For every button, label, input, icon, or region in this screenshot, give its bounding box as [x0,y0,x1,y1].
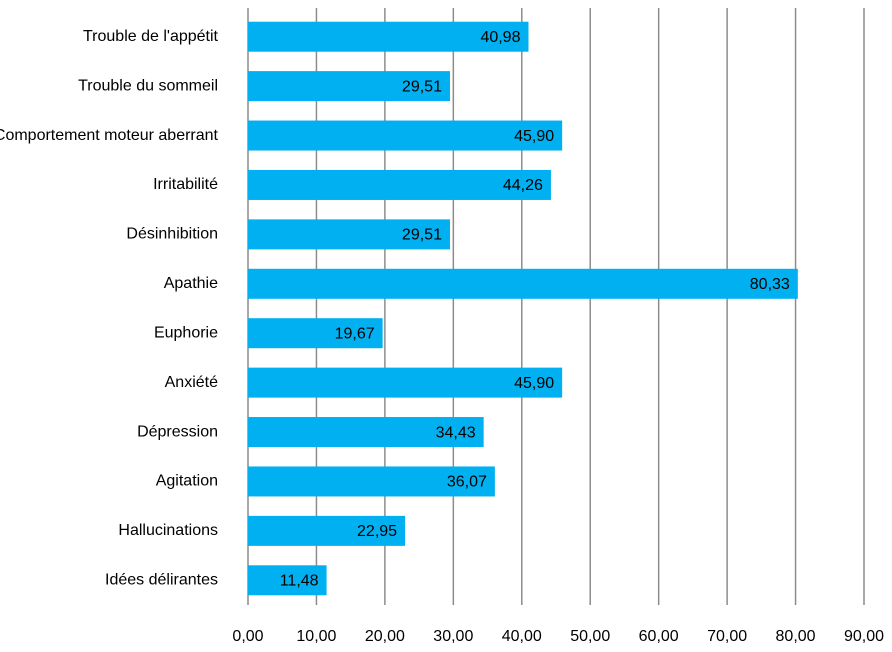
x-tick-label: 0,00 [232,628,263,645]
bar [248,318,383,349]
data-label: 29,51 [402,78,442,95]
y-tick-label: Anxiété [165,374,218,391]
y-tick-label: Dépression [137,423,218,440]
y-tick-label: Idées délirantes [105,572,218,589]
y-tick-label: Irritabilité [153,176,218,193]
y-tick-label: Euphorie [154,324,218,341]
data-label: 36,07 [447,474,487,491]
y-tick-label: Agitation [156,473,218,490]
data-label: 80,33 [750,276,790,293]
x-tick-label: 20,00 [365,628,405,645]
x-tick-label: 40,00 [502,628,542,645]
data-label: 44,26 [503,177,543,194]
data-label: 40,98 [480,29,520,46]
bar [248,169,551,200]
y-tick-label: Comportement moteur aberrant [0,127,219,144]
bar [248,120,563,151]
bar [248,268,798,299]
x-tick-label: 50,00 [570,628,610,645]
data-label: 29,51 [402,227,442,244]
x-tick-label: 60,00 [639,628,679,645]
x-tick-label: 90,00 [844,628,884,645]
y-tick-label: Hallucinations [118,522,218,539]
data-label: 19,67 [335,325,375,342]
bar [248,367,563,398]
bar [248,515,406,546]
x-tick-label: 30,00 [433,628,473,645]
x-tick-label: 80,00 [776,628,816,645]
data-label: 45,90 [514,375,554,392]
bar [248,565,327,596]
x-tick-label: 10,00 [296,628,336,645]
data-label: 22,95 [357,523,397,540]
bar [248,21,529,52]
x-tick-label: 70,00 [707,628,747,645]
data-label: 11,48 [280,573,319,590]
bar [248,219,450,250]
y-tick-label: Apathie [164,275,218,292]
bar [248,417,484,448]
bar [248,466,495,497]
y-tick-label: Trouble du sommeil [78,77,218,94]
data-label: 34,43 [436,424,476,441]
data-label: 45,90 [514,128,554,145]
bar [248,71,450,102]
y-tick-label: Trouble de l'appétit [83,28,219,45]
y-tick-label: Désinhibition [126,226,218,243]
